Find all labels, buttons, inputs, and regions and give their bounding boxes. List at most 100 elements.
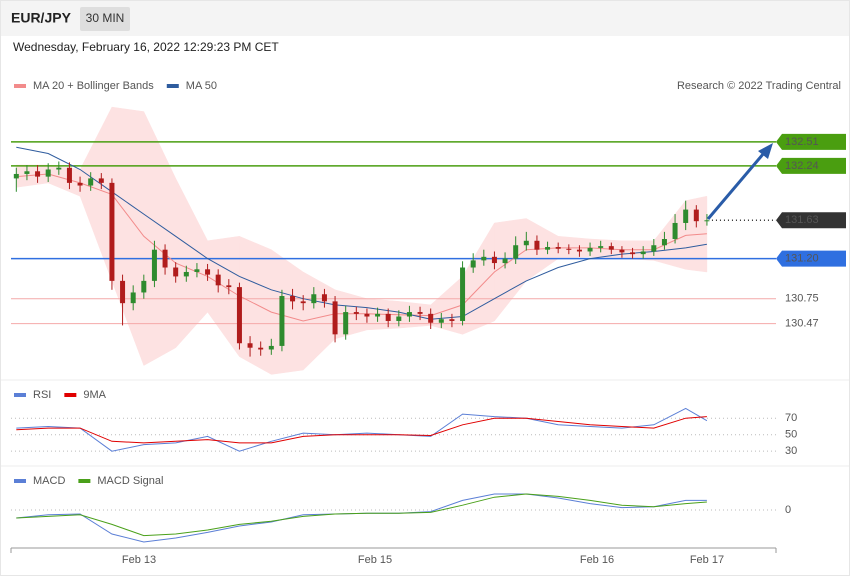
x-tick-label: Feb 13	[122, 554, 156, 566]
candle-body	[683, 209, 689, 223]
candle-body	[619, 249, 625, 253]
candle-body	[651, 245, 657, 252]
level-box	[776, 157, 846, 174]
candle-body	[513, 245, 519, 259]
bollinger-band	[271, 249, 304, 375]
arrow-head	[758, 143, 773, 159]
candle-body	[236, 287, 242, 344]
candle-body	[332, 301, 338, 335]
candle-body	[545, 247, 551, 250]
candle-body	[173, 267, 179, 277]
candle-body	[449, 319, 455, 321]
candle-body	[130, 292, 136, 304]
candle-body	[375, 313, 381, 317]
candle-body	[268, 345, 274, 350]
candle-body	[640, 251, 646, 255]
candle-body	[630, 252, 636, 255]
candle-body	[661, 239, 667, 246]
candle-body	[693, 209, 699, 222]
candle-body	[704, 220, 710, 222]
candle-body	[566, 248, 572, 250]
candle-body	[523, 240, 529, 246]
indicator-line	[16, 416, 707, 444]
y-tick-label: 30	[785, 445, 797, 457]
candle-body	[491, 256, 497, 264]
bollinger-band	[239, 235, 272, 375]
candle-body	[364, 313, 370, 317]
forecast-arrow	[706, 143, 773, 220]
candle-body	[109, 182, 115, 281]
main-layer: MA 20 + Bollinger Bands MA 50 132.51 132.24…	[10, 80, 846, 566]
legend-swatch	[166, 84, 179, 88]
candle-body	[88, 178, 94, 186]
candle-body	[98, 178, 104, 183]
legend-label: MA 20 + Bollinger Bands	[33, 80, 154, 92]
candle-body	[24, 171, 30, 174]
bollinger-band	[621, 240, 655, 261]
level-label: 130.47	[785, 318, 819, 330]
candle-body	[141, 280, 147, 293]
candle-body	[194, 269, 200, 272]
ma-line	[16, 146, 707, 320]
candle-body	[151, 249, 157, 281]
timeframe[interactable]: 30 MIN	[86, 11, 125, 25]
timeframe-box[interactable]	[80, 7, 130, 31]
candle-body	[56, 167, 62, 170]
candle-body	[290, 296, 296, 302]
level-label: 132.51	[785, 136, 819, 148]
indicator-line	[16, 407, 708, 452]
x-tick-label: Feb 17	[690, 554, 724, 566]
legend-swatch	[78, 479, 91, 483]
candle-body	[13, 173, 19, 179]
arrow-shaft	[706, 152, 766, 220]
candle-body	[417, 312, 423, 314]
candle-body	[279, 296, 285, 346]
candle-body	[576, 249, 582, 252]
candle-body	[343, 312, 349, 335]
candle-body	[205, 269, 211, 275]
legend-label: RSI	[33, 389, 51, 401]
candle-body	[247, 343, 253, 348]
candle-body	[311, 294, 317, 304]
candle-body	[587, 247, 593, 252]
candle-body	[215, 274, 221, 286]
legend-swatch	[14, 393, 26, 397]
candle-body	[481, 256, 487, 261]
candle-body	[45, 169, 51, 177]
level-label: 132.24	[785, 160, 819, 172]
timestamp: Wednesday, February 16, 2022 12:29:23 PM…	[13, 40, 279, 54]
candle-body	[183, 271, 189, 277]
level-box	[776, 212, 846, 229]
candle-body	[77, 182, 83, 186]
x-tick-label: Feb 16	[580, 554, 614, 566]
credit: Research © 2022 Trading Central	[677, 80, 841, 92]
legend-label: MA 50	[186, 80, 217, 92]
level-box	[776, 250, 846, 267]
candle-body	[258, 347, 264, 350]
candle-body	[35, 171, 41, 177]
level-label: 131.63	[785, 214, 819, 226]
candle-body	[672, 222, 678, 239]
candle-body	[555, 247, 561, 249]
legend-swatch	[64, 393, 77, 397]
candle-body	[66, 167, 72, 183]
x-tick-label: Feb 15	[358, 554, 392, 566]
candle-body	[470, 260, 476, 268]
indicator-line	[16, 493, 707, 537]
level-label: 130.75	[785, 293, 819, 305]
legend-swatch	[14, 479, 26, 483]
y-tick-label: 70	[785, 412, 797, 424]
candle-body	[438, 319, 444, 323]
candle-body	[300, 301, 306, 304]
candle-body	[162, 249, 168, 268]
candle-body	[428, 313, 434, 323]
candle-body	[534, 240, 540, 250]
candle-body	[120, 280, 126, 304]
legend-label: 9MA	[83, 389, 106, 401]
symbol: EUR/JPY	[11, 10, 72, 26]
level-label: 131.20	[785, 253, 819, 265]
candle-body	[396, 316, 402, 321]
legend-swatch	[14, 84, 26, 88]
y-tick-label: 50	[785, 429, 797, 441]
